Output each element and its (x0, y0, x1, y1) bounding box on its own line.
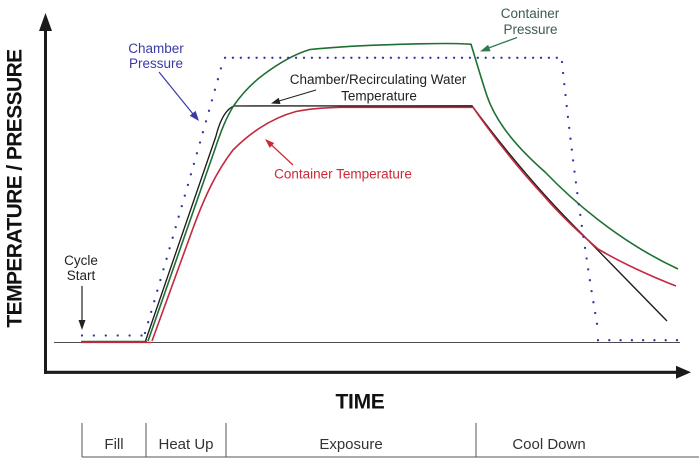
svg-text:Heat Up: Heat Up (158, 436, 213, 453)
svg-text:Pressure: Pressure (129, 56, 183, 71)
svg-text:Start: Start (67, 268, 96, 283)
svg-text:Chamber/Recirculating Water: Chamber/Recirculating Water (290, 72, 467, 87)
svg-text:TIME: TIME (336, 391, 385, 414)
svg-text:Exposure: Exposure (319, 436, 382, 453)
svg-text:Container: Container (501, 6, 560, 21)
svg-text:Pressure: Pressure (503, 22, 557, 37)
svg-text:Temperature: Temperature (341, 89, 417, 104)
svg-text:Fill: Fill (104, 436, 123, 453)
svg-text:TEMPERATURE / PRESSURE: TEMPERATURE / PRESSURE (4, 49, 27, 328)
svg-text:Cool Down: Cool Down (512, 436, 585, 453)
svg-text:Container Temperature: Container Temperature (274, 167, 412, 182)
svg-text:Cycle: Cycle (64, 253, 98, 268)
svg-text:Chamber: Chamber (128, 41, 184, 56)
